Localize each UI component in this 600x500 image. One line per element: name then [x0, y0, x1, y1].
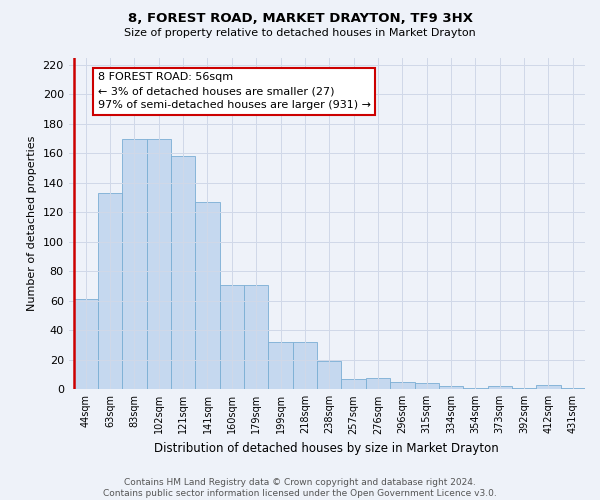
Bar — [293, 342, 317, 390]
Bar — [488, 386, 512, 390]
Bar — [122, 138, 146, 390]
Bar — [512, 388, 536, 390]
Text: 8 FOREST ROAD: 56sqm
← 3% of detached houses are smaller (27)
97% of semi-detach: 8 FOREST ROAD: 56sqm ← 3% of detached ho… — [98, 72, 371, 110]
Y-axis label: Number of detached properties: Number of detached properties — [27, 136, 37, 311]
Bar — [171, 156, 196, 390]
Text: Contains HM Land Registry data © Crown copyright and database right 2024.
Contai: Contains HM Land Registry data © Crown c… — [103, 478, 497, 498]
Bar — [220, 284, 244, 390]
Bar — [268, 342, 293, 390]
Bar — [74, 300, 98, 390]
Bar — [98, 193, 122, 390]
Text: Size of property relative to detached houses in Market Drayton: Size of property relative to detached ho… — [124, 28, 476, 38]
Bar — [317, 362, 341, 390]
Bar — [415, 384, 439, 390]
Bar — [196, 202, 220, 390]
Bar — [439, 386, 463, 390]
Bar — [146, 138, 171, 390]
Bar — [560, 388, 585, 390]
Bar — [390, 382, 415, 390]
Bar — [463, 388, 488, 390]
X-axis label: Distribution of detached houses by size in Market Drayton: Distribution of detached houses by size … — [154, 442, 499, 455]
Bar — [536, 385, 560, 390]
Bar — [244, 284, 268, 390]
Text: 8, FOREST ROAD, MARKET DRAYTON, TF9 3HX: 8, FOREST ROAD, MARKET DRAYTON, TF9 3HX — [128, 12, 473, 26]
Bar — [366, 378, 390, 390]
Bar — [341, 379, 366, 390]
